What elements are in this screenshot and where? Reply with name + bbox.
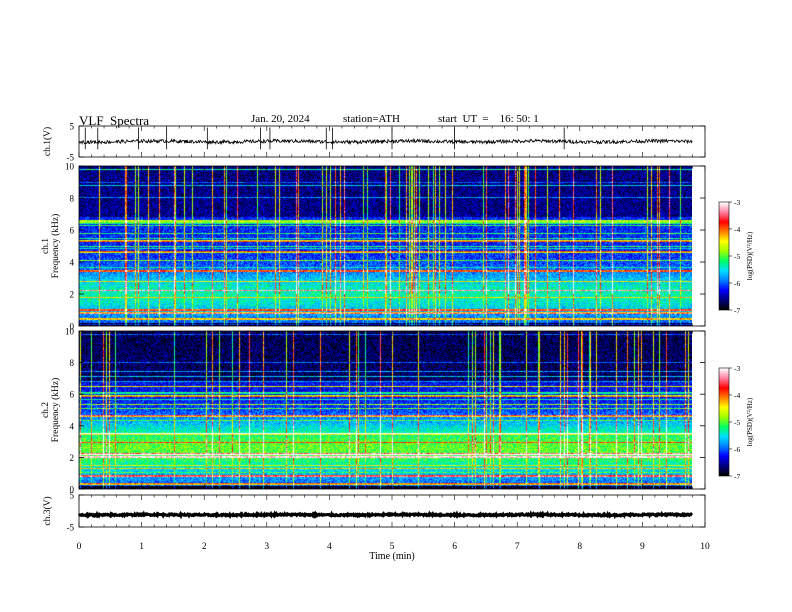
colorbar-title-1: log(PSD)(V²/Hz) (746, 231, 754, 280)
xaxis-tick-label-10: 10 (700, 542, 710, 552)
colorbar-tick-label-1-2: -5 (734, 252, 740, 261)
xaxis-tick-label-2: 2 (202, 542, 207, 552)
ytick-label-3-2: 4 (70, 421, 75, 431)
xaxis-tick-label-1: 1 (139, 542, 144, 552)
colorbar-1 (719, 202, 729, 310)
colorbar-tick-label-1-4: -7 (734, 306, 740, 315)
colorbar-tick-label-2-1: -4 (734, 391, 740, 400)
ytick-label-2-5: 10 (65, 162, 75, 172)
colorbar-2 (719, 368, 729, 476)
ch2-frequency-axis-title: Frequency (kHz) (50, 378, 61, 443)
ch1-voltage-trace (78, 137, 693, 146)
spectrogram-ch2-image (79, 331, 692, 489)
ytick-label-3-1: 2 (70, 453, 75, 463)
ytick-label-3-4: 8 (70, 358, 75, 368)
xaxis-tick-label-5: 5 (390, 542, 395, 552)
xaxis-tick-label-4: 4 (327, 542, 332, 552)
ytick-label-2-0: 0 (70, 322, 75, 332)
colorbar-tick-label-1-0: -3 (734, 198, 740, 207)
ch2-channel-label: ch.2 (41, 402, 51, 418)
station-label: station=ATH (343, 113, 400, 125)
colorbar-tick-label-2-0: -3 (734, 364, 740, 373)
ytick-label-4-0: 5 (70, 491, 75, 501)
spectrogram-ch1-image (79, 166, 692, 326)
start-time-label: start UT = 16: 50: 1 (438, 113, 539, 125)
ytick-label-3-3: 6 (70, 390, 75, 400)
ch1-frequency-axis-title: Frequency (kHz) (50, 214, 61, 279)
xaxis-tick-label-6: 6 (452, 542, 457, 552)
xaxis-tick-label-0: 0 (77, 542, 82, 552)
ytick-label-1-1: -5 (67, 153, 75, 163)
xaxis-tick-label-7: 7 (515, 542, 520, 552)
colorbar-tick-label-2-3: -6 (734, 445, 740, 454)
xaxis-tick-label-3: 3 (264, 542, 269, 552)
xaxis-tick-label-8: 8 (577, 542, 582, 552)
ytick-label-3-0: 0 (70, 485, 75, 495)
ytick-label-1-0: 5 (70, 122, 75, 132)
ytick-label-3-5: 10 (65, 327, 75, 337)
ch1-axis-title: ch.1(V) (42, 127, 53, 156)
ytick-label-2-3: 6 (70, 226, 75, 236)
ytick-label-2-4: 8 (70, 194, 75, 204)
ch3-voltage-trace (77, 510, 694, 520)
colorbar-tick-label-2-4: -7 (734, 472, 740, 481)
figure-title: VLF Spectra (79, 113, 150, 128)
ytick-label-2-1: 2 (70, 290, 75, 300)
ch1-channel-label: ch.1 (41, 238, 51, 254)
colorbar-title-2: log(PSD)(V²/Hz) (746, 397, 754, 446)
xaxis-tick-label-9: 9 (640, 542, 645, 552)
colorbar-tick-label-2-2: -5 (734, 418, 740, 427)
colorbar-tick-label-1-1: -4 (734, 225, 740, 234)
xaxis-title: Time (min) (369, 551, 414, 562)
date-label: Jan. 20, 2024 (251, 113, 310, 125)
ch3-axis-title: ch.3(V) (42, 496, 53, 525)
colorbar-tick-label-1-3: -6 (734, 279, 740, 288)
ytick-label-4-1: -5 (67, 523, 75, 533)
ytick-label-2-2: 4 (70, 258, 75, 268)
